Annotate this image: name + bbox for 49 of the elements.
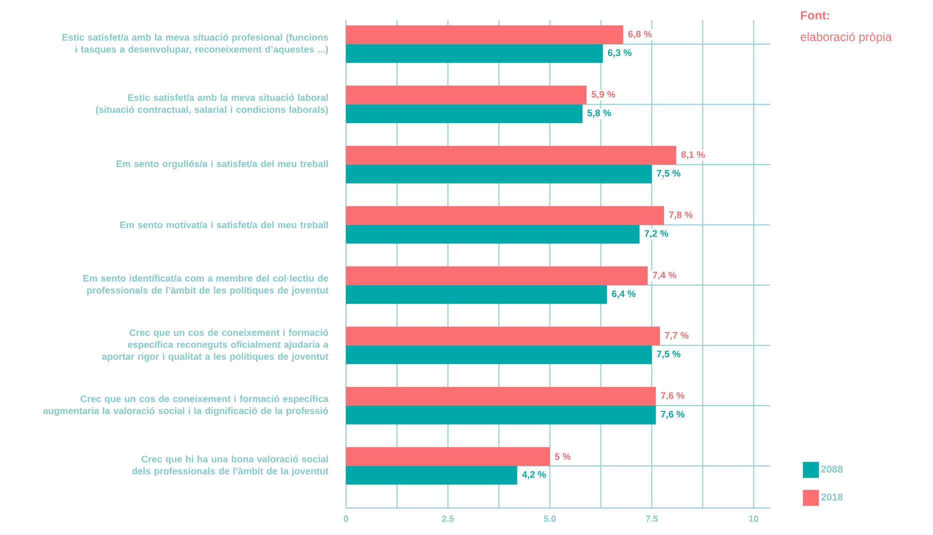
text: elaboració pròpia xyxy=(800,32,892,44)
data-label: 7,2 % xyxy=(644,230,668,238)
data-label: 7,8 % xyxy=(669,211,693,220)
data-label: 6,4 % xyxy=(612,290,636,298)
bar xyxy=(346,86,587,104)
x-tick-label: 7.5 xyxy=(646,516,658,522)
data-label: 6,8 % xyxy=(628,30,652,39)
data-label: 5,9 % xyxy=(592,90,616,100)
bar xyxy=(346,285,607,304)
data-label: 7,5 % xyxy=(656,350,680,359)
x-tick-label: 0 xyxy=(344,516,348,522)
y-tick-label: Estic satisfet/a amb la meva situació profesional (funcions i tasques a desenvolupar, reconeixement d’aquestes ...) xyxy=(62,34,328,55)
data-label: 5 % xyxy=(554,453,571,460)
bar xyxy=(346,345,652,364)
data-label: 7,6 % xyxy=(660,410,684,419)
data-label: 5,8 % xyxy=(587,110,612,118)
bar xyxy=(346,146,676,165)
text: Font: xyxy=(801,11,829,20)
bar xyxy=(346,266,648,286)
y-tick-label: Crec que un cos de coneixement i formació específica reconeguts oficialment ajudaria a aportar rigor i qualitat a les polítiques de joventut xyxy=(102,328,329,362)
x-tick-label: 5.0 xyxy=(544,516,556,522)
bar xyxy=(346,44,603,63)
bar xyxy=(346,326,660,346)
y-tick-label: Em sento identificat/a com a membre del col·lectiu de professionals de l’àmbit de les polítiques de joventut xyxy=(84,274,328,296)
data-label: 8,1 % xyxy=(681,151,705,160)
y-tick-label: Em sento orgullós/a i satisfet/a del meu treball xyxy=(116,160,328,170)
data-label: 7,6 % xyxy=(660,392,684,400)
bar xyxy=(346,466,518,485)
bar xyxy=(346,164,652,184)
legend-label: 2088 xyxy=(821,466,843,473)
y-tick-label: Em sento motivat/a i satisfet/a del meu treball xyxy=(120,221,328,228)
bar xyxy=(346,104,582,124)
bar xyxy=(346,386,656,406)
bar xyxy=(346,406,656,424)
bar xyxy=(346,224,640,244)
y-tick-label: Crec que un cos de coneixement i formació específica augmentaria la valoració social i la dignificació de la professió xyxy=(43,395,329,416)
y-tick-label: Estic satisfet/a amb la meva situació laboral (situació contractual, salarial i condicions laborals) xyxy=(96,94,328,115)
bar xyxy=(346,447,550,466)
bar xyxy=(346,25,624,44)
bar xyxy=(346,206,664,225)
data-label: 4,2 % xyxy=(522,471,546,480)
data-label: 7,7 % xyxy=(665,332,689,340)
data-label: 7,4 % xyxy=(652,272,676,280)
data-label: 7,5 % xyxy=(656,170,680,178)
y-tick-label: Crec que hi ha una bona valoració social dels professionals de l’àmbit de la joventut xyxy=(132,455,328,476)
x-tick-label: 10 xyxy=(749,516,758,522)
data-label: 6,3 % xyxy=(608,49,632,58)
x-tick-label: 2.5 xyxy=(442,516,454,522)
legend-label: 2018 xyxy=(821,494,843,501)
